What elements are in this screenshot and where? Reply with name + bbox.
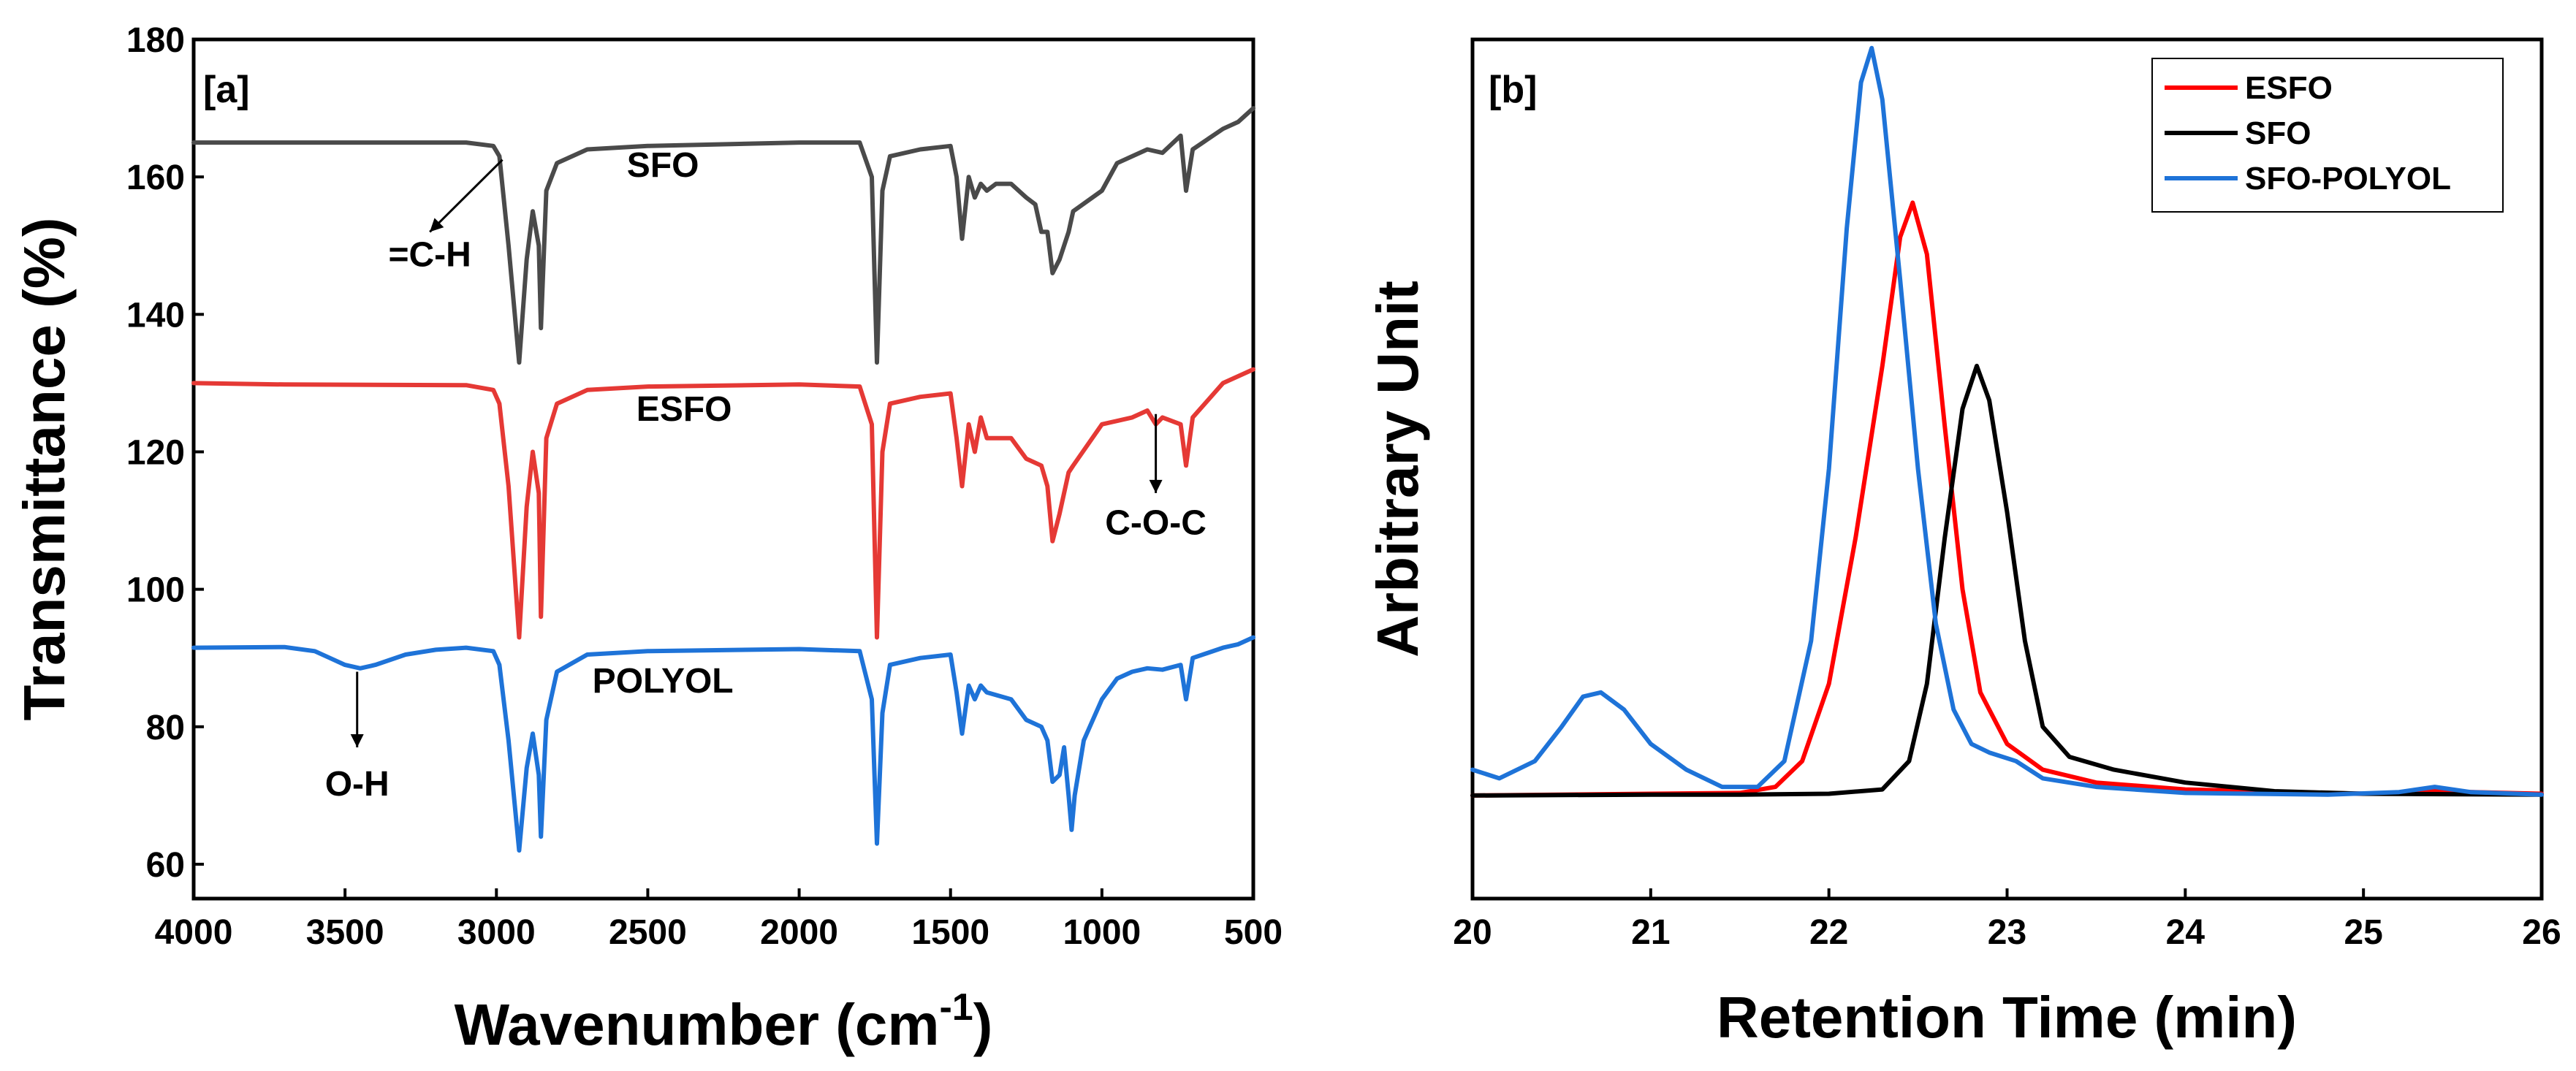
legend-label-sfo-polyol: SFO-POLYOL	[2245, 161, 2451, 197]
y-tick-label: 180	[126, 21, 185, 60]
x-tick-label: 4000	[155, 913, 233, 952]
series-line-esfo	[191, 367, 1255, 640]
x-tick-label: 21	[1631, 913, 1670, 952]
panel-a-annotations: =C-H C-O-C O-H	[325, 159, 1207, 804]
annotation-label-c-h: =C-H	[388, 235, 471, 274]
x-tick-label: 22	[1809, 913, 1848, 952]
panel-a-series-labels: SFO ESFO POLYOL	[593, 146, 734, 701]
panel-b-axes: 20 21 22 23 24 25 26	[1453, 888, 2561, 952]
y-tick-label: 160	[126, 159, 185, 197]
annotation-arrowhead-c-h	[430, 218, 444, 232]
annotation-arrowhead-o-h	[350, 734, 364, 747]
series-line-esfo	[1470, 200, 2544, 798]
x-tick-label: 3000	[457, 913, 536, 952]
y-tick-label: 100	[126, 571, 185, 610]
series-label-esfo: ESFO	[637, 390, 732, 429]
x-tick-label: 1000	[1063, 913, 1141, 952]
x-tick-label: 20	[1453, 913, 1492, 952]
legend-label-sfo: SFO	[2245, 115, 2311, 151]
panel-b-series-group	[1470, 45, 2544, 798]
x-tick-label: 24	[2166, 913, 2205, 952]
panel-a-x-axis-title: Wavenumber (cm-1)	[455, 986, 993, 1057]
x-tick-label: 500	[1224, 913, 1283, 952]
y-tick-label: 60	[146, 846, 185, 885]
panel-a-series-group	[191, 106, 1255, 853]
series-label-polyol: POLYOL	[593, 662, 734, 701]
panel-a-axes: 4000 3500 3000 2500 2000 1500 1000 500 60 80 100 12…	[126, 21, 1283, 952]
annotation-label-c-o-c: C-O-C	[1105, 503, 1207, 542]
x-tick-label: 2000	[760, 913, 838, 952]
panel-a-x-axis-title-main: Wavenumber (cm	[455, 992, 940, 1057]
series-line-sfo-polyol	[1470, 45, 2544, 797]
panel-a-chart: 4000 3500 3000 2500 2000 1500 1000 500 60 80 100 12…	[12, 21, 1283, 1057]
x-tick-label: 3500	[306, 913, 384, 952]
annotation-arrow-c-h	[429, 159, 504, 233]
panel-a-x-axis-title-sup: -1	[939, 986, 973, 1029]
panel-b-y-axis-title: Arbitrary Unit	[1365, 281, 1430, 658]
annotation-label-o-h: O-H	[325, 765, 390, 804]
x-tick-label: 2500	[609, 913, 687, 952]
panel-a-x-axis-title-end: )	[973, 992, 993, 1057]
series-line-sfo	[191, 106, 1255, 365]
panel-b-label: [b]	[1489, 69, 1537, 111]
series-line-polyol	[191, 635, 1255, 853]
panel-a-plot-frame	[191, 37, 1255, 901]
panel-a-label: [a]	[203, 69, 250, 111]
y-tick-label: 80	[146, 709, 185, 747]
y-tick-label: 120	[126, 433, 185, 472]
x-tick-label: 25	[2344, 913, 2382, 952]
annotation-arrowhead-c-o-c	[1149, 479, 1163, 493]
panel-b-chart: 20 21 22 23 24 25 26 [b] Arbitrary Unit Retent…	[1365, 37, 2561, 1050]
legend-label-esfo: ESFO	[2245, 70, 2333, 106]
series-label-sfo: SFO	[627, 146, 699, 185]
x-tick-label: 26	[2522, 913, 2561, 952]
x-tick-label: 1500	[911, 913, 989, 952]
y-tick-label: 140	[126, 296, 185, 335]
series-line-sfo	[1470, 363, 2544, 798]
panel-b-x-axis-title: Retention Time (min)	[1717, 985, 2297, 1050]
panel-a-y-axis-title: Transmittance (%)	[12, 217, 77, 720]
panel-b-legend: ESFO SFO SFO-POLYOL	[2151, 58, 2504, 213]
x-tick-label: 23	[1988, 913, 2026, 952]
